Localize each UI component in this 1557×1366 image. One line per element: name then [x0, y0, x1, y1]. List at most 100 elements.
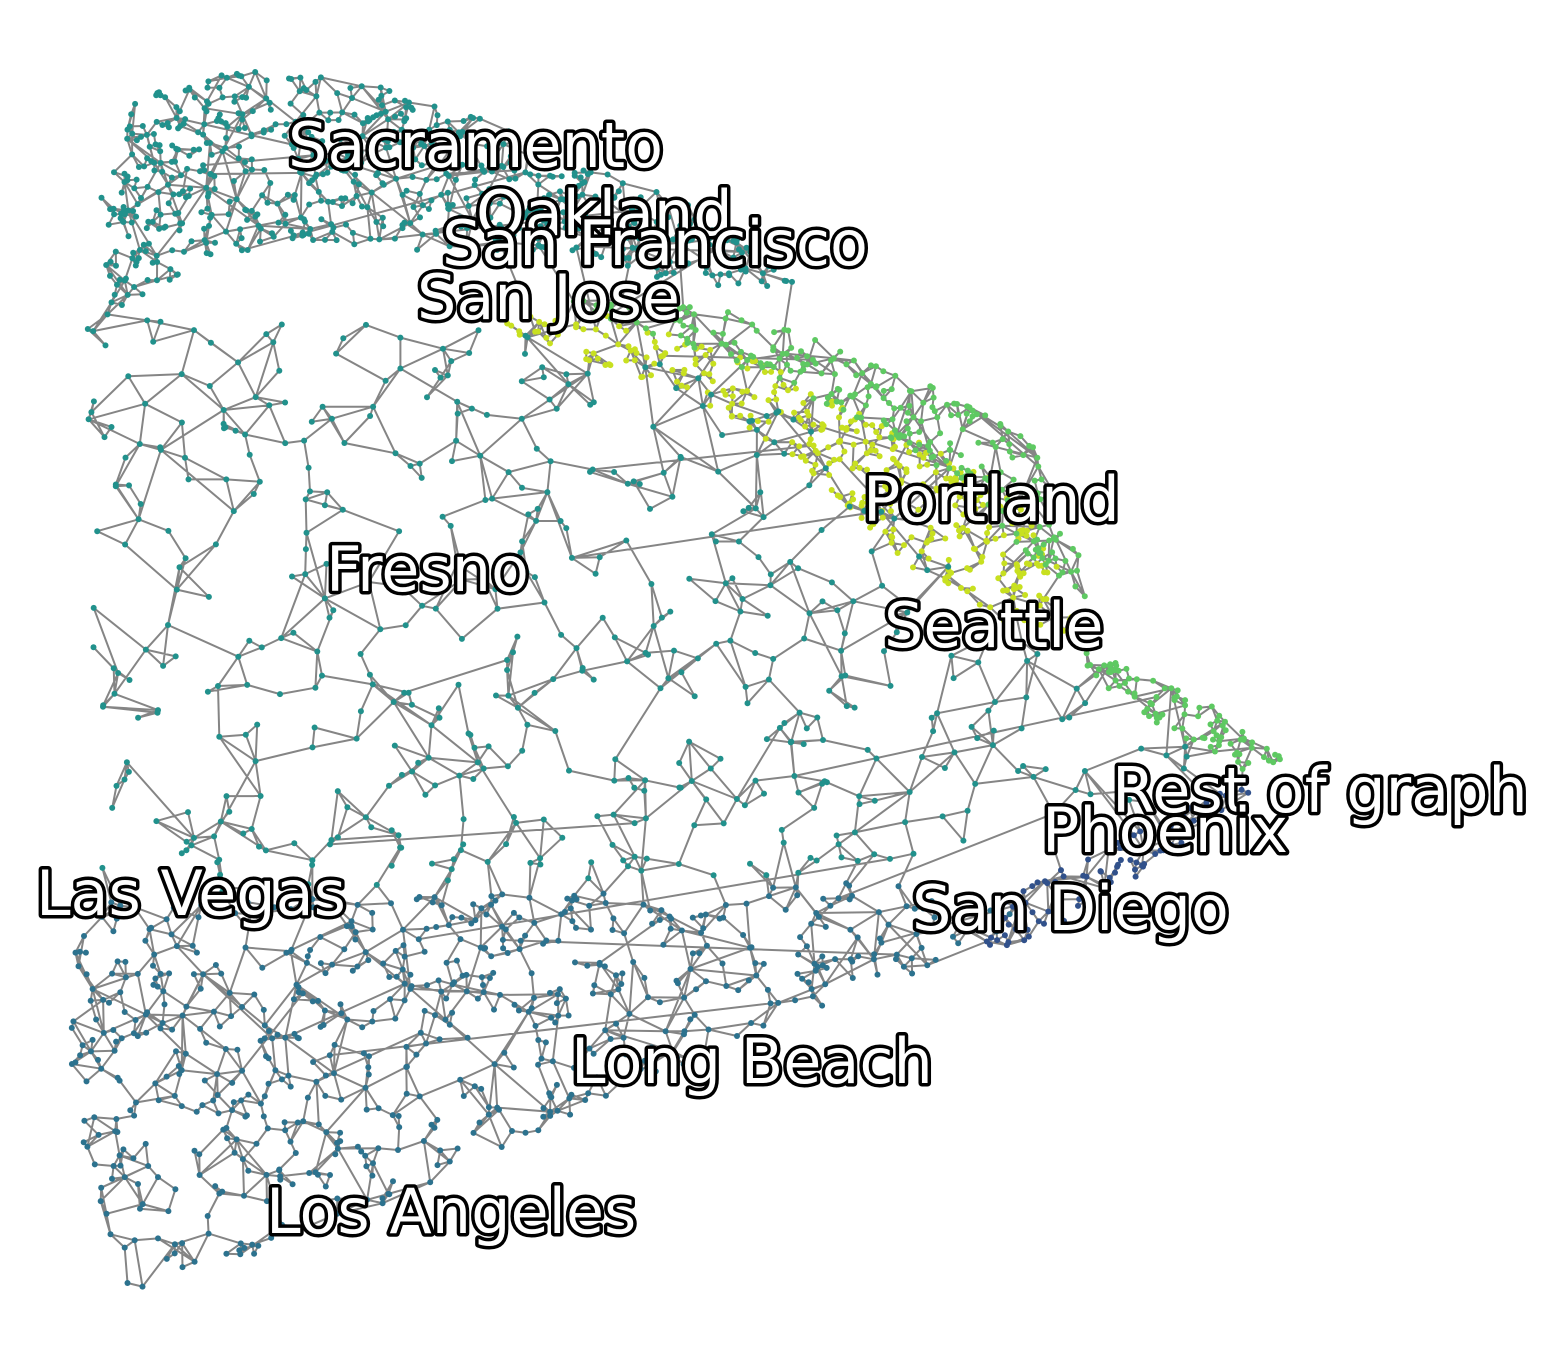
graph-node	[764, 361, 771, 367]
graph-node	[235, 359, 242, 366]
graph-node	[173, 115, 180, 121]
graph-nodes	[68, 69, 1283, 1290]
graph-node	[939, 813, 946, 820]
graph-node	[847, 926, 854, 933]
graph-node	[770, 884, 777, 891]
graph-node	[662, 270, 669, 277]
graph-node	[831, 456, 838, 463]
graph-node	[619, 297, 625, 304]
graph-node	[171, 1092, 178, 1099]
graph-node	[960, 524, 966, 531]
graph-node	[771, 389, 778, 396]
graph-node	[81, 933, 87, 939]
graph-node	[584, 370, 591, 377]
graph-node	[485, 743, 492, 750]
graph-node	[205, 190, 212, 197]
graph-node	[1195, 713, 1202, 720]
graph-node	[248, 207, 255, 214]
graph-node	[274, 200, 281, 207]
graph-node	[200, 131, 207, 138]
graph-node	[547, 210, 554, 217]
graph-node	[838, 854, 845, 861]
graph-node	[368, 189, 375, 196]
graph-node	[157, 211, 164, 218]
graph-node	[231, 98, 238, 105]
graph-node	[371, 150, 378, 157]
graph-node	[471, 744, 478, 751]
graph-node	[306, 1170, 313, 1176]
graph-node	[380, 181, 387, 188]
graph-node	[113, 915, 120, 922]
graph-node	[990, 727, 997, 734]
graph-node	[233, 1136, 240, 1143]
graph-node	[713, 640, 720, 647]
graph-node	[558, 173, 565, 180]
graph-node	[468, 405, 475, 412]
graph-node	[1186, 805, 1193, 812]
graph-node	[264, 1125, 271, 1132]
graph-node	[888, 539, 895, 546]
graph-node	[675, 861, 682, 867]
graph-node	[352, 929, 359, 936]
graph-node	[111, 690, 118, 697]
graph-node	[239, 111, 246, 118]
graph-node	[98, 194, 105, 201]
graph-node	[1006, 441, 1013, 448]
graph-node	[79, 1042, 86, 1049]
graph-node	[1216, 738, 1223, 745]
graph-node	[589, 466, 596, 473]
graph-node	[808, 986, 815, 992]
graph-node	[744, 357, 751, 364]
graph-node	[313, 1078, 320, 1085]
graph-node	[284, 191, 291, 198]
graph-node	[629, 206, 635, 213]
graph-node	[819, 598, 826, 605]
graph-node	[892, 372, 899, 379]
graph-node	[1026, 442, 1033, 449]
graph-node	[1183, 753, 1190, 760]
graph-node	[444, 223, 451, 230]
graph-node	[607, 1036, 614, 1042]
graph-node	[602, 900, 609, 906]
graph-node	[678, 382, 685, 389]
graph-node	[1126, 796, 1133, 803]
graph-node	[606, 199, 613, 206]
graph-node	[942, 575, 949, 582]
graph-node	[155, 707, 161, 714]
graph-node	[1153, 719, 1160, 726]
graph-node	[494, 1104, 501, 1111]
graph-node	[140, 241, 147, 248]
graph-node	[870, 521, 877, 527]
graph-node	[129, 130, 136, 137]
graph-node	[1018, 725, 1025, 732]
graph-node	[637, 1066, 644, 1073]
graph-node	[178, 850, 185, 857]
graph-node	[753, 426, 760, 433]
graph-node	[282, 1127, 289, 1134]
graph-node	[517, 937, 524, 944]
graph-node	[624, 262, 631, 269]
graph-node	[241, 1244, 248, 1251]
graph-node	[136, 247, 143, 253]
graph-node	[433, 122, 440, 129]
graph-node	[157, 148, 164, 155]
graph-node	[1196, 704, 1203, 711]
graph-node	[776, 724, 783, 731]
graph-node	[367, 413, 374, 419]
graph-node	[297, 74, 304, 81]
graph-node	[738, 348, 744, 355]
graph-node	[256, 478, 263, 485]
graph-node	[305, 129, 312, 136]
graph-node	[398, 110, 404, 117]
graph-node	[553, 405, 560, 412]
graph-node	[601, 221, 608, 228]
graph-node	[349, 200, 356, 207]
graph-node	[795, 869, 802, 876]
graph-node	[237, 226, 244, 233]
graph-node	[429, 899, 436, 906]
graph-node	[244, 885, 250, 892]
graph-node	[623, 327, 630, 334]
graph-node	[239, 1156, 246, 1163]
graph-node	[120, 219, 127, 225]
graph-node	[290, 232, 297, 239]
